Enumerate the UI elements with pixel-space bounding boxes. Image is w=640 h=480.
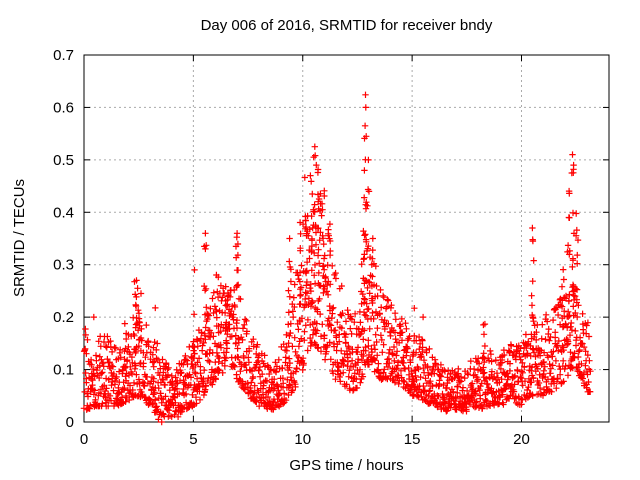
tick-marks xyxy=(83,54,609,423)
x-axis-label: GPS time / hours xyxy=(289,457,403,474)
y-tick-label: 0.6 xyxy=(53,99,74,116)
y-tick-label: 0.5 xyxy=(53,152,74,169)
y-tick-label: 0.2 xyxy=(53,309,74,326)
tick-labels: 0 5 10 15 20 0 0.1 0.2 0.3 0.4 0.5 0.6 0.7 xyxy=(53,47,530,448)
y-tick-label: 0.4 xyxy=(53,204,74,221)
plot-border xyxy=(83,54,610,423)
y-axis-label: SRMTID / TECUs xyxy=(11,179,28,297)
chart-title: Day 006 of 2016, SRMTID for receiver bnd… xyxy=(201,17,493,34)
x-tick-label: 0 xyxy=(80,431,88,448)
y-tick-label: 0.7 xyxy=(53,47,74,64)
y-tick-label: 0.1 xyxy=(53,362,74,379)
y-tick-label: 0.3 xyxy=(53,257,74,274)
y-tick-label: 0 xyxy=(66,414,74,431)
x-tick-label: 15 xyxy=(404,431,421,448)
x-tick-label: 5 xyxy=(189,431,197,448)
x-tick-label: 10 xyxy=(294,431,311,448)
x-tick-label: 20 xyxy=(513,431,530,448)
data-points xyxy=(80,91,594,426)
